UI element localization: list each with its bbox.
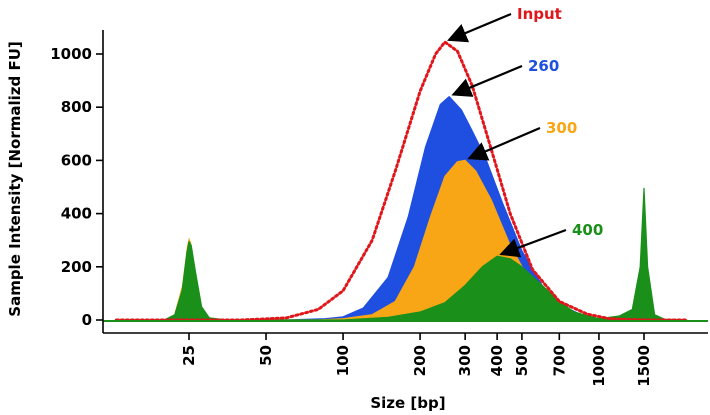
- y-tick-label: 600: [61, 151, 92, 169]
- x-tick-label: 1000: [590, 345, 608, 387]
- annotation-arrow: [467, 126, 541, 161]
- x-tick-label: 300: [456, 345, 474, 376]
- x-tick-label: 100: [334, 345, 352, 376]
- x-tick-label: 400: [488, 345, 506, 376]
- annotation-label: 400: [572, 221, 603, 239]
- x-tick-label: 500: [513, 345, 531, 376]
- x-tick-label: 25: [180, 345, 198, 366]
- y-tick-label: 200: [61, 258, 92, 276]
- x-tick-label: 50: [257, 345, 275, 366]
- series-area-400: [115, 187, 688, 321]
- annotation-arrow: [499, 228, 567, 258]
- x-tick-label: 1500: [635, 345, 653, 387]
- y-tick-label: 400: [61, 205, 92, 223]
- series-area-260: [115, 96, 688, 321]
- series-line-input: [114, 39, 689, 322]
- y-tick-label: 1000: [50, 45, 92, 63]
- annotation-label: 300: [546, 119, 577, 137]
- y-axis-title: Sample Intensity [Normalizd FU]: [6, 41, 24, 316]
- x-axis: 25 50 100 200 300 400 500 700 1000 1500: [103, 332, 708, 387]
- annotation-label: Input: [517, 5, 562, 23]
- annotation-arrow: [447, 12, 512, 43]
- y-axis: 0 200 400 600 800 1000: [50, 30, 104, 333]
- x-tick-label: 200: [411, 345, 429, 376]
- annotations: Input 260 300 400: [447, 5, 603, 258]
- y-tick-label: 0: [82, 311, 92, 329]
- plot-area: [103, 39, 708, 322]
- x-tick-label: 700: [550, 345, 568, 376]
- x-axis-title: Size [bp]: [370, 394, 445, 412]
- annotation-arrow: [451, 64, 523, 97]
- y-tick-label: 800: [61, 98, 92, 116]
- annotation-label: 260: [528, 57, 559, 75]
